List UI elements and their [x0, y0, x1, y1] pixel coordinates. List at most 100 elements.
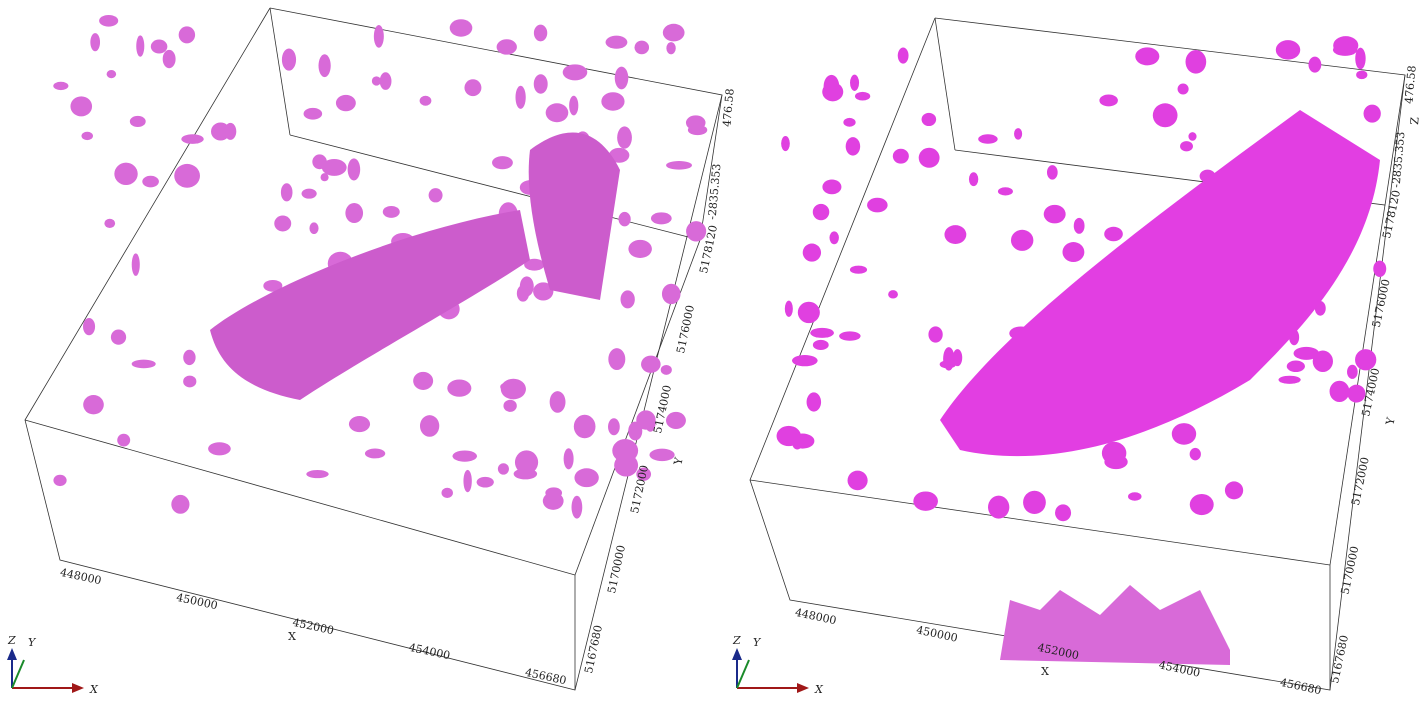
z-tick-label: -2835.353: [706, 163, 724, 220]
blob: [336, 95, 356, 111]
triad-z-head: [732, 648, 742, 660]
blob: [1180, 141, 1193, 151]
blob: [848, 471, 868, 491]
blob: [348, 158, 361, 180]
blob: [99, 15, 118, 27]
blob: [1330, 381, 1350, 402]
blob: [132, 360, 156, 369]
blob: [953, 349, 962, 366]
blob: [686, 115, 706, 130]
blob: [107, 70, 117, 78]
triad-label: X: [814, 683, 824, 696]
blob: [70, 96, 92, 116]
blob: [464, 79, 481, 96]
blob: [1172, 423, 1196, 445]
blob: [666, 161, 692, 170]
x-tick-label: 454000: [408, 641, 452, 662]
blob: [365, 449, 385, 459]
blob: [515, 86, 525, 109]
blob: [183, 376, 196, 388]
blob: [803, 244, 821, 262]
blob: [839, 331, 860, 340]
z-tick-label: -2835.353: [1390, 131, 1408, 188]
blob: [601, 92, 624, 111]
blob: [1178, 84, 1189, 95]
triad-label: Y: [28, 636, 37, 649]
blob: [662, 284, 681, 304]
blob: [612, 439, 638, 462]
blob: [413, 372, 433, 390]
blob: [824, 75, 840, 98]
y-axis-label: Y: [1383, 416, 1398, 428]
blob: [83, 395, 104, 414]
y-tick-label: 5176000: [674, 304, 697, 355]
blob: [132, 253, 140, 276]
blob: [497, 39, 517, 54]
blob: [1355, 48, 1365, 70]
blob: [666, 412, 686, 429]
blob: [142, 176, 159, 188]
triad-label: Z: [732, 634, 741, 647]
blob: [781, 136, 790, 151]
blob: [309, 222, 318, 234]
y-tick-label: 5176000: [1370, 278, 1393, 329]
blob: [813, 204, 830, 220]
blob: [174, 164, 200, 188]
blob: [608, 418, 620, 435]
blob: [463, 470, 471, 492]
blob: [621, 290, 635, 308]
blob: [211, 122, 230, 140]
blob: [503, 400, 516, 412]
blob: [944, 225, 966, 244]
main-body: [1000, 585, 1230, 665]
blob: [1356, 71, 1367, 80]
blob: [429, 188, 443, 202]
y-tick-label: 5170000: [605, 544, 628, 595]
blob: [208, 442, 231, 455]
blob: [304, 108, 323, 120]
blob: [822, 180, 841, 195]
blob: [572, 496, 583, 519]
blob: [978, 134, 997, 143]
blob: [282, 49, 296, 71]
blob: [534, 74, 548, 93]
blob: [1011, 230, 1033, 251]
blob: [321, 173, 329, 181]
blob: [1347, 365, 1358, 379]
blob: [1055, 504, 1071, 521]
blob: [628, 240, 652, 258]
y-tick-label: 5167680: [582, 624, 605, 675]
blob: [888, 290, 898, 298]
blob: [1135, 47, 1159, 65]
blob: [969, 172, 978, 186]
blob: [477, 477, 494, 488]
blob: [81, 132, 93, 140]
blob: [813, 340, 829, 350]
blob: [850, 266, 867, 274]
blob: [380, 72, 392, 90]
blob: [420, 415, 439, 437]
blob: [83, 318, 95, 335]
blob: [151, 40, 168, 54]
blob: [104, 219, 115, 228]
blob: [492, 156, 513, 169]
blob: [1190, 494, 1214, 515]
x-axis-label: X: [1041, 665, 1049, 678]
triad-label: Z: [7, 634, 16, 647]
blob: [374, 25, 384, 48]
blob: [810, 328, 834, 338]
blob: [988, 496, 1009, 519]
blob: [1308, 57, 1321, 73]
blob: [791, 434, 815, 449]
main-body: [529, 133, 620, 300]
blob: [1047, 165, 1058, 179]
triad-y: [737, 660, 749, 688]
blob: [514, 468, 537, 479]
blob: [345, 203, 363, 223]
blob: [661, 365, 672, 375]
blob: [1186, 50, 1207, 74]
triad-x-head: [797, 683, 809, 693]
blob: [1023, 491, 1046, 514]
blob: [893, 149, 909, 164]
blob: [546, 103, 569, 122]
